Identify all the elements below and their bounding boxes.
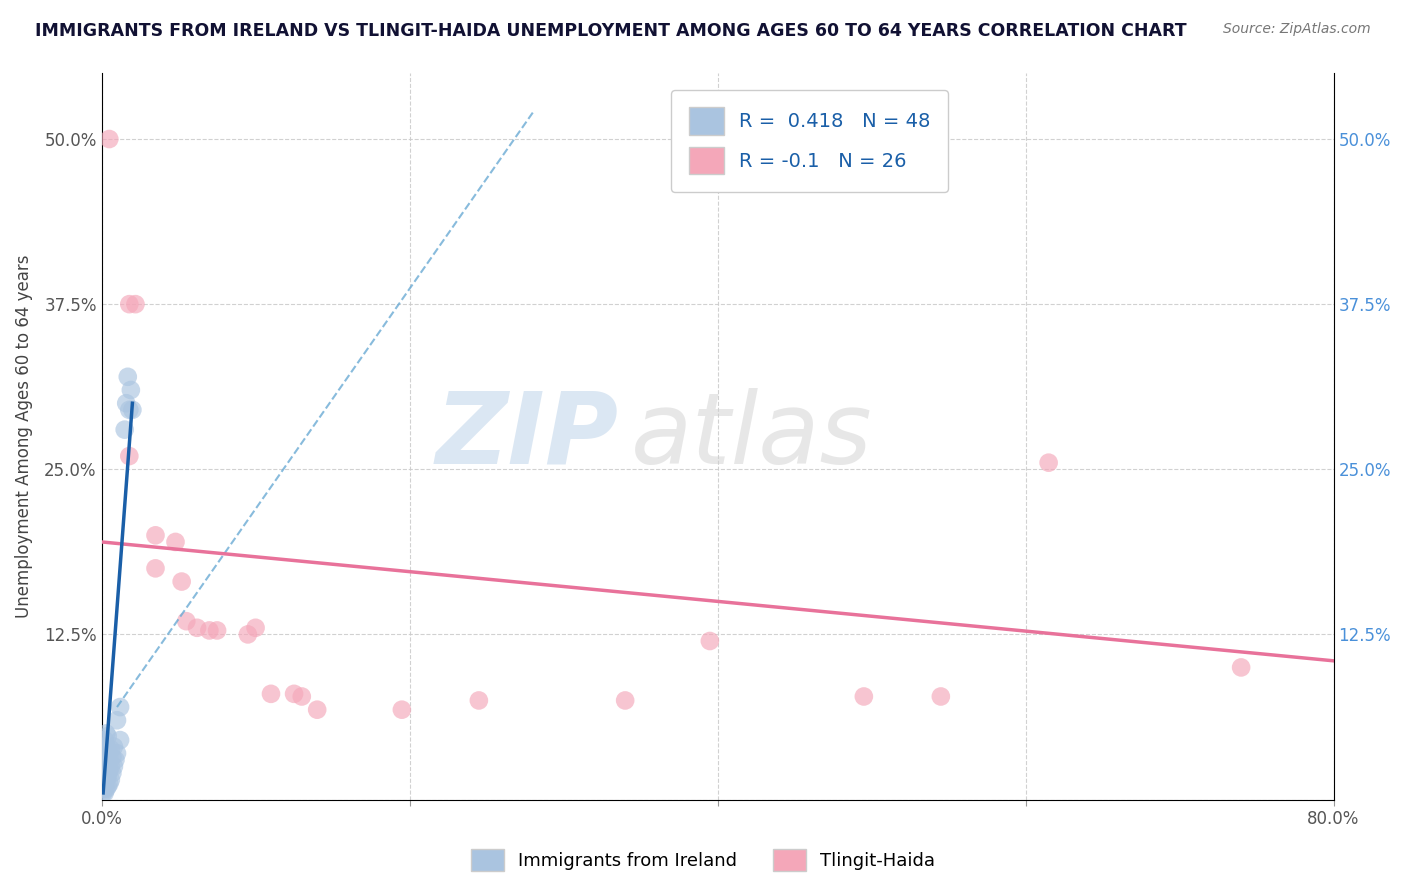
Point: [91, 764, 114, 778]
Point: [93, 780, 115, 794]
Point: [93, 786, 115, 800]
Point: [174, 614, 197, 628]
Point: [391, 703, 413, 717]
Point: [98, 750, 121, 764]
Point: [97, 769, 120, 783]
Point: [100, 772, 122, 787]
Point: [93, 753, 115, 767]
Point: [120, 383, 142, 397]
Point: [100, 759, 122, 773]
Point: [186, 621, 208, 635]
Point: [124, 297, 146, 311]
Point: [96, 753, 118, 767]
Point: [93, 772, 115, 787]
Point: [101, 750, 124, 764]
Point: [97, 780, 120, 794]
Point: [96, 739, 118, 754]
Point: [98, 132, 121, 146]
Point: [205, 624, 228, 638]
Point: [236, 627, 259, 641]
Point: [121, 402, 143, 417]
Point: [614, 693, 637, 707]
Point: [929, 690, 952, 704]
Point: [283, 687, 305, 701]
Point: [105, 713, 128, 727]
Point: [103, 739, 125, 754]
Point: [91, 769, 114, 783]
Point: [104, 753, 127, 767]
Point: [118, 297, 141, 311]
Point: [114, 423, 136, 437]
Point: [98, 777, 121, 791]
Point: [100, 742, 122, 756]
Point: [1230, 660, 1253, 674]
Point: [145, 561, 167, 575]
Point: [98, 764, 121, 778]
Point: [96, 726, 118, 740]
Point: [97, 742, 120, 756]
Point: [93, 759, 115, 773]
Point: [91, 753, 114, 767]
Point: [145, 528, 167, 542]
Legend: Immigrants from Ireland, Tlingit-Haida: Immigrants from Ireland, Tlingit-Haida: [464, 842, 942, 879]
Point: [165, 535, 187, 549]
Point: [91, 786, 114, 800]
Point: [307, 703, 329, 717]
Point: [96, 772, 118, 787]
Point: [96, 764, 118, 778]
Point: [852, 690, 875, 704]
Point: [468, 693, 491, 707]
Point: [91, 739, 114, 754]
Point: [198, 624, 221, 638]
Point: [91, 746, 114, 760]
Point: [97, 729, 120, 743]
Point: [1038, 456, 1060, 470]
Point: [291, 690, 314, 704]
Point: [118, 402, 141, 417]
Point: [93, 766, 115, 780]
Y-axis label: Unemployment Among Ages 60 to 64 years: Unemployment Among Ages 60 to 64 years: [15, 254, 32, 618]
Point: [260, 687, 283, 701]
Point: [93, 733, 115, 747]
Point: [91, 777, 114, 791]
Point: [97, 756, 120, 770]
Point: [117, 369, 139, 384]
Text: ZIP: ZIP: [436, 388, 619, 484]
Legend: R =  0.418   N = 48, R = -0.1   N = 26: R = 0.418 N = 48, R = -0.1 N = 26: [671, 90, 948, 192]
Point: [170, 574, 193, 589]
Point: [699, 634, 721, 648]
Point: [245, 621, 267, 635]
Text: IMMIGRANTS FROM IRELAND VS TLINGIT-HAIDA UNEMPLOYMENT AMONG AGES 60 TO 64 YEARS : IMMIGRANTS FROM IRELAND VS TLINGIT-HAIDA…: [35, 22, 1187, 40]
Point: [118, 449, 141, 463]
Point: [103, 759, 125, 773]
Text: Source: ZipAtlas.com: Source: ZipAtlas.com: [1223, 22, 1371, 37]
Point: [91, 781, 114, 796]
Point: [105, 746, 128, 760]
Text: atlas: atlas: [631, 388, 873, 484]
Point: [96, 781, 118, 796]
Point: [101, 766, 124, 780]
Point: [93, 742, 115, 756]
Point: [108, 733, 131, 747]
Point: [108, 700, 131, 714]
Point: [115, 396, 138, 410]
